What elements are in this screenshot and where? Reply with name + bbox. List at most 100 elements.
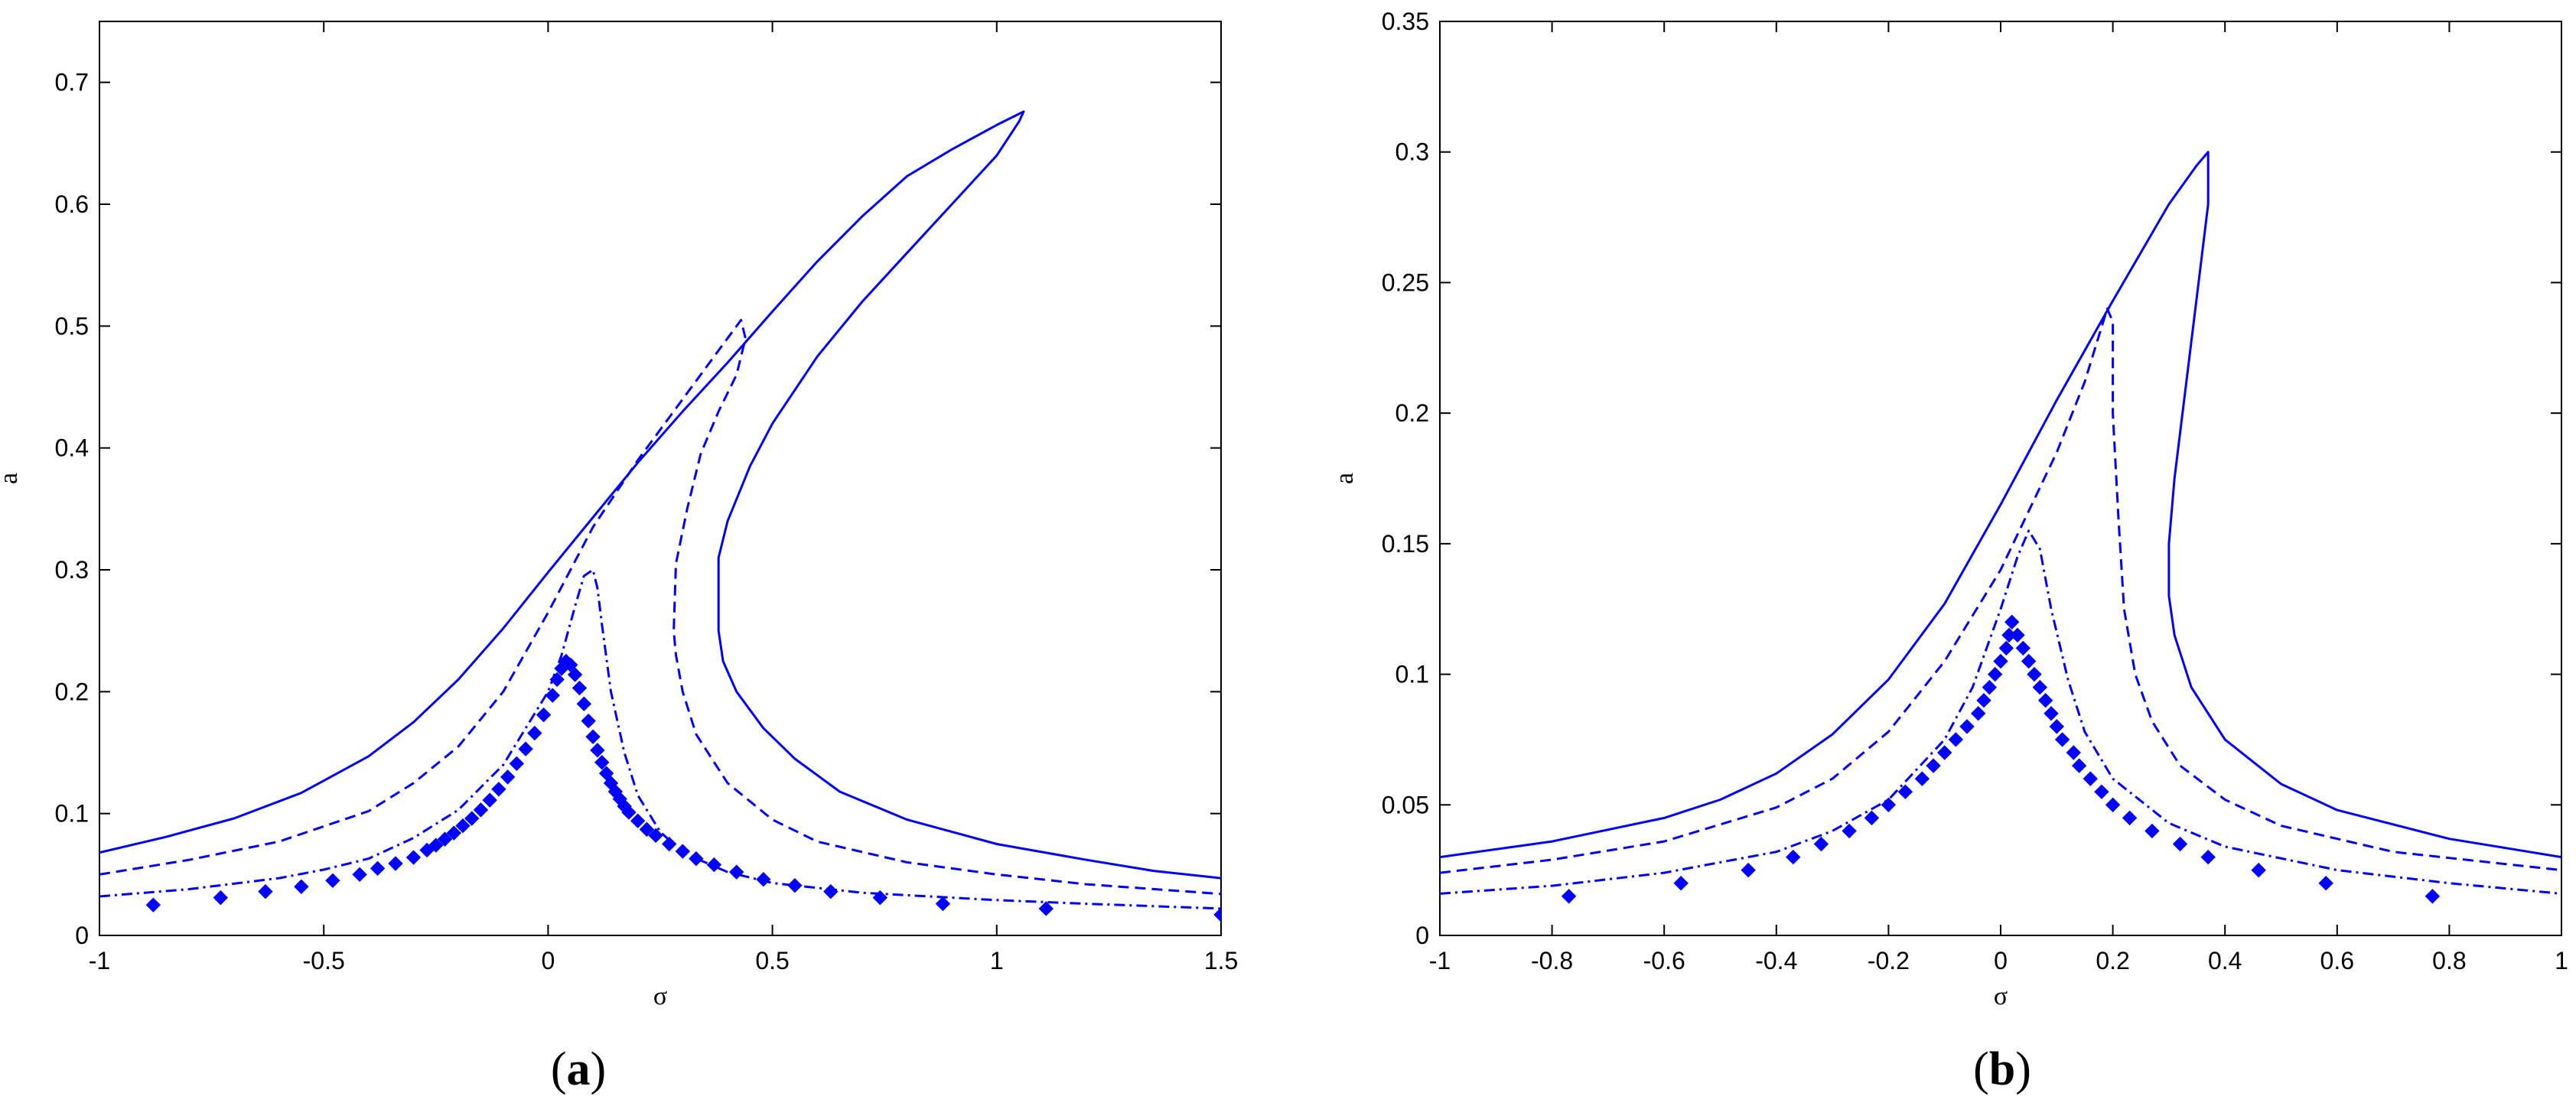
data-marker-diamond: [405, 850, 422, 865]
data-marker-diamond: [823, 883, 839, 899]
y-axis-label: a: [1330, 473, 1359, 484]
x-tick-label: -0.8: [1531, 947, 1573, 974]
series-line-dash-dot: [1440, 529, 2561, 895]
y-tick-label: 0.7: [55, 69, 89, 96]
marker-series: [1561, 614, 2441, 904]
data-marker-diamond: [728, 864, 744, 880]
data-marker-diamond: [549, 672, 565, 688]
data-marker-diamond: [872, 890, 888, 906]
data-marker-diamond: [935, 896, 951, 912]
series-line-dashed: [99, 318, 1221, 896]
data-marker-diamond: [2010, 627, 2025, 643]
data-marker-diamond: [491, 782, 506, 797]
x-tick-label: -0.2: [1868, 947, 1910, 974]
x-tick-label: -0.4: [1755, 947, 1797, 974]
y-axis-label: a: [0, 473, 23, 484]
data-marker-diamond: [2049, 719, 2065, 734]
chart-panel-b: -1 -0.8 -0.6 -0.4 -0.2 0 0.2 0.4 0.6 0.8 1 0 0.05 0.1…: [1330, 8, 2568, 1095]
x-tick-label: 0.6: [2320, 947, 2354, 974]
x-tick-label: 0.8: [2432, 947, 2466, 974]
data-marker-diamond: [662, 836, 677, 852]
data-marker-diamond: [1864, 810, 1880, 826]
data-marker-diamond: [1786, 849, 1801, 865]
y-tick-label: 0.05: [1382, 791, 1429, 818]
data-marker-diamond: [2066, 745, 2081, 760]
data-marker-diamond: [2071, 758, 2087, 773]
x-tick-label: 1: [990, 947, 1004, 974]
y-tick-label: 0.2: [1395, 399, 1429, 427]
data-marker-diamond: [1936, 745, 1952, 760]
data-marker-diamond: [370, 860, 386, 877]
data-marker-diamond: [428, 838, 444, 853]
data-marker-diamond: [2425, 889, 2441, 904]
data-marker-diamond: [648, 828, 663, 844]
y-tick-label: 0.15: [1382, 530, 1429, 558]
data-marker-diamond: [2004, 614, 2020, 629]
data-marker-diamond: [437, 831, 453, 847]
data-marker-diamond: [464, 811, 480, 826]
data-marker-diamond: [1970, 706, 1986, 721]
data-marker-diamond: [325, 873, 340, 889]
data-marker-diamond: [1213, 907, 1221, 922]
y-tick-label: 0.5: [55, 312, 89, 340]
data-marker-diamond: [2027, 666, 2042, 682]
panel-label-open-paren: (: [1973, 1043, 1989, 1095]
x-tick-label: -0.6: [1643, 947, 1685, 974]
data-marker-diamond: [1741, 862, 1756, 878]
data-marker-diamond: [2122, 810, 2138, 826]
data-marker-diamond: [446, 825, 461, 841]
data-marker-diamond: [1926, 758, 1941, 773]
x-tick-label: 0: [1994, 947, 2008, 974]
y-tick-label: 0.1: [55, 800, 89, 828]
data-marker-diamond: [689, 851, 704, 867]
data-marker-diamond: [2037, 693, 2053, 708]
data-marker-diamond: [1673, 876, 1689, 891]
data-marker-diamond: [706, 857, 722, 873]
data-marker-diamond: [756, 871, 771, 887]
data-marker-diamond: [2251, 862, 2266, 878]
data-marker-diamond: [1561, 889, 1577, 904]
plot-area: [1440, 151, 2561, 904]
x-tick-label: 0.2: [2096, 947, 2129, 974]
y-tick-label: 0.2: [55, 678, 89, 705]
data-marker-diamond: [1993, 653, 2008, 669]
data-marker-diamond: [1948, 732, 1964, 747]
data-marker-diamond: [787, 877, 803, 893]
x-tick-label: 0: [542, 947, 555, 974]
data-marker-diamond: [2044, 706, 2059, 721]
x-axis-label: σ: [1994, 982, 2008, 1010]
data-marker-diamond: [294, 879, 309, 894]
y-tick-label: 0.1: [1395, 661, 1429, 688]
y-tick-label: 0.3: [1395, 138, 1429, 166]
data-marker-diamond: [2200, 849, 2216, 865]
data-marker-diamond: [2105, 797, 2121, 812]
series-line-dash-dot: [99, 568, 1221, 910]
data-marker-diamond: [2083, 771, 2098, 786]
data-marker-diamond: [567, 667, 583, 682]
chart-panel-a: -1-0.500.511.500.10.20.30.40.50.60.7σa(a…: [0, 21, 1238, 1095]
data-marker-diamond: [2032, 679, 2048, 695]
data-marker-diamond: [213, 890, 229, 906]
panel-label: (b): [1973, 1043, 2031, 1095]
data-marker-diamond: [590, 743, 605, 758]
x-tick-label: -1: [1429, 947, 1451, 974]
x-axis-label: σ: [653, 982, 667, 1010]
data-marker-diamond: [2318, 876, 2333, 891]
x-tick-label: 1.5: [1204, 947, 1238, 974]
data-marker-diamond: [1982, 679, 1998, 695]
y-tick-label: 0.35: [1382, 8, 1429, 35]
data-marker-diamond: [1976, 693, 1991, 708]
y-tick-label: 0: [75, 922, 89, 949]
data-marker-diamond: [473, 802, 489, 818]
panel-label: (a): [551, 1043, 606, 1095]
data-marker-diamond: [536, 707, 552, 723]
data-marker-diamond: [639, 821, 655, 838]
data-marker-diamond: [594, 755, 610, 770]
data-marker-diamond: [545, 688, 560, 703]
y-tick-label: 0.4: [55, 434, 89, 462]
data-marker-diamond: [455, 818, 471, 834]
panel-label-close-paren: ): [2015, 1043, 2031, 1095]
series-line-solid: [99, 110, 1221, 880]
panel-label-open-paren: (: [551, 1043, 567, 1095]
